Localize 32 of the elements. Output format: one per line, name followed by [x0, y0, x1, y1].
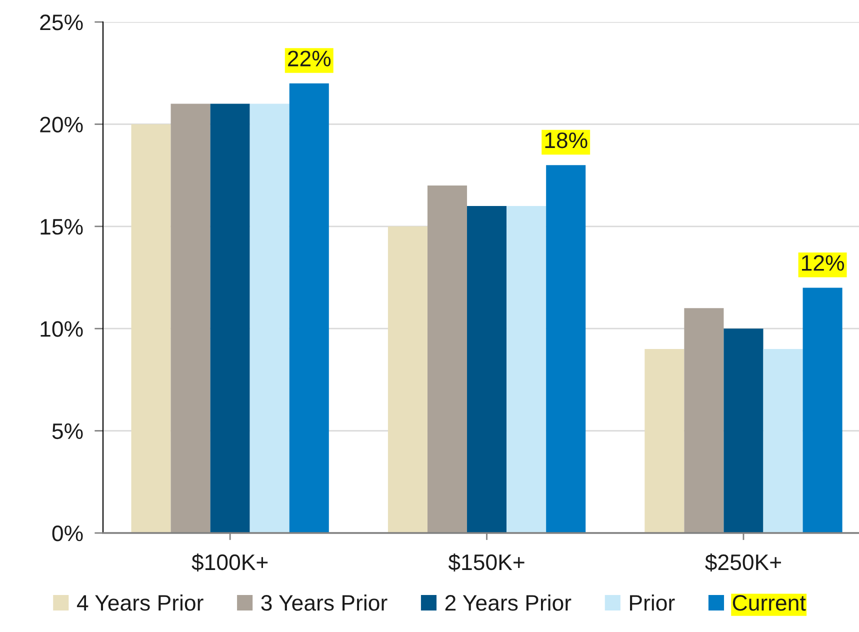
legend-label: 3 Years Prior: [261, 594, 388, 611]
legend-label: 4 Years Prior: [76, 594, 204, 611]
y-tick-label: 0%: [52, 526, 83, 542]
x-tick-label: $150K+: [448, 553, 524, 572]
data-label: 18%: [545, 132, 588, 148]
data-label: 22%: [288, 50, 331, 66]
bar: [684, 308, 724, 533]
y-tick-label: 25%: [40, 14, 83, 30]
legend-label: 2 Years Prior: [445, 594, 572, 611]
y-tick-label: 5%: [52, 423, 83, 440]
y-tick-label: 20%: [40, 116, 83, 132]
bar: [289, 83, 329, 533]
bar: [210, 104, 250, 533]
bar: [131, 124, 171, 533]
y-tick-label: 15%: [40, 219, 83, 235]
bar: [250, 104, 290, 533]
bar: [546, 165, 586, 533]
legend-label: Current: [732, 595, 806, 611]
bar: [763, 349, 803, 533]
bar: [802, 288, 842, 533]
bar: [427, 186, 468, 533]
bar: [506, 206, 546, 533]
legend-label: Prior: [630, 594, 675, 611]
bar: [170, 104, 210, 533]
bar: [467, 206, 507, 533]
bar: [388, 226, 428, 533]
x-tick-label: $250K+: [705, 553, 782, 572]
bar: [644, 349, 684, 533]
bar: [724, 328, 764, 533]
y-tick-label: 10%: [40, 321, 83, 337]
x-tick-label: $100K+: [192, 553, 268, 572]
data-label: 12%: [802, 255, 844, 271]
